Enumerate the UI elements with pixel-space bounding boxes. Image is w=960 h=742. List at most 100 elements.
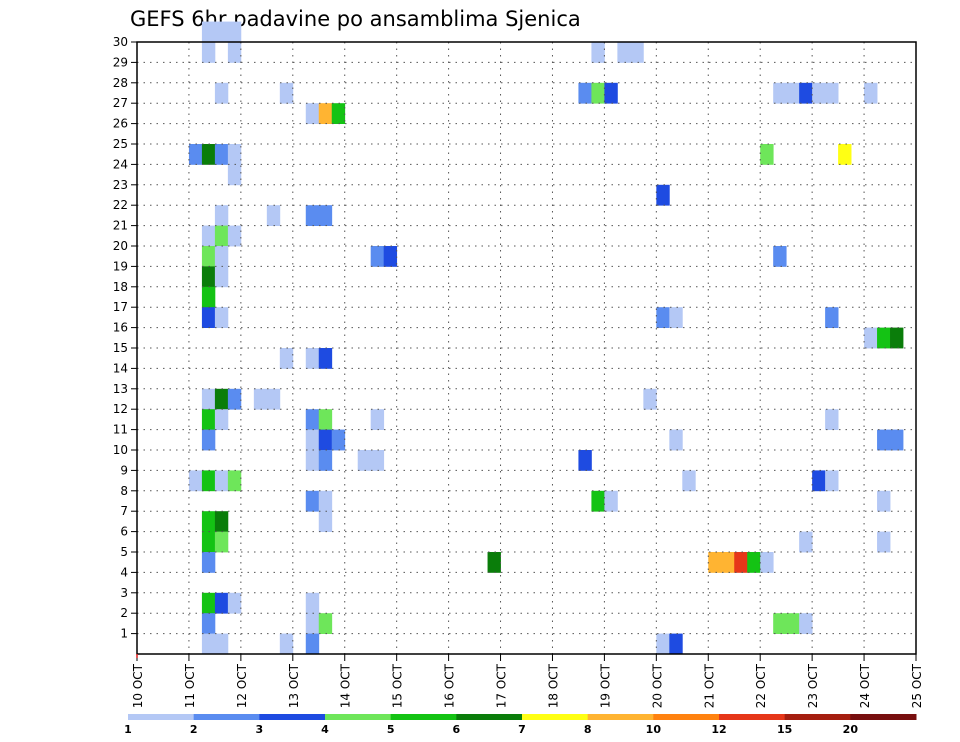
heatmap-cell [227,42,242,63]
colorbar-label: 4 [321,723,329,736]
x-tick-label: 10 OCT [131,663,145,708]
heatmap-cell [760,144,774,165]
heatmap-cell [383,246,398,267]
x-tick-label: 13 OCT [287,663,301,708]
heatmap-cell [227,21,242,43]
colorbar-swatch [325,714,392,720]
heatmap-cell [214,144,229,165]
heatmap-cell [201,307,216,328]
heatmap-cells [188,21,904,655]
heatmap-cell [799,82,813,104]
y-tick-label: 29 [113,55,128,69]
heatmap-cell [201,42,216,63]
heatmap-cell [799,531,813,553]
heatmap-cell [201,266,216,288]
heatmap-cell [864,327,878,349]
heatmap-cell [825,409,839,430]
heatmap-cell [305,633,320,655]
colorbar-label: 2 [190,723,198,736]
y-tick-label: 22 [113,198,128,212]
heatmap-cell [214,82,229,104]
heatmap-cell [799,613,813,634]
heatmap-cell [669,429,683,451]
x-tick-label: 14 OCT [339,663,353,708]
heatmap-cell [604,490,618,512]
y-tick-label: 20 [113,239,128,253]
colorbar-label: 12 [711,723,726,736]
x-tick-label: 22 OCT [754,663,768,708]
heatmap-cell [305,205,320,226]
colorbar-label: 15 [777,723,792,736]
heatmap-cell [214,409,229,430]
heatmap-cell [721,552,735,573]
heatmap-cell [305,348,320,369]
heatmap-cell [227,592,242,614]
heatmap-cell [656,307,670,328]
heatmap-cell [370,246,385,267]
heatmap-cell [214,470,229,492]
heatmap-cell [747,552,761,573]
heatmap-cell [227,470,242,492]
heatmap-cell [760,552,774,573]
colorbar-swatch [587,714,654,720]
x-tick-label: 23 OCT [806,663,820,708]
heatmap-cell [214,225,229,247]
y-tick-label: 7 [120,504,128,518]
heatmap-cell [279,348,294,369]
x-tick-label: 15 OCT [391,663,405,708]
heatmap-cell [591,490,605,512]
heatmap-cell [214,531,229,553]
y-tick-label: 19 [113,259,128,273]
heatmap-cell [318,450,333,471]
y-tick-label: 28 [113,76,128,90]
heatmap-cell [214,633,229,655]
y-tick-label: 15 [113,341,128,355]
colorbar-label: 10 [646,723,662,736]
heatmap-cell [331,429,346,451]
heatmap-cell [825,82,839,104]
heatmap-cell [669,307,683,328]
heatmap-cell [812,470,826,492]
x-tick-label: 11 OCT [183,663,197,708]
y-tick-label: 6 [120,525,128,539]
heatmap-cell [825,470,839,492]
colorbar-label: 5 [387,723,395,736]
heatmap-cell [318,511,333,532]
heatmap-cell [305,409,320,430]
heatmap-cell [773,246,787,267]
x-tick-label: 19 OCT [598,663,612,708]
heatmap-cell [617,42,631,63]
colorbar-label: 8 [584,723,592,736]
y-tick-label: 17 [113,300,128,314]
grid-lines [137,42,916,654]
heatmap-cell [890,429,904,451]
colorbar-swatch [653,714,720,720]
colorbar-swatch [128,714,195,720]
heatmap-cell [201,21,216,43]
heatmap-cell [201,470,216,492]
colorbar-label: 7 [518,723,526,736]
heatmap-cell [786,613,800,634]
heatmap-cell [305,490,320,512]
heatmap-cell [838,144,852,165]
heatmap-cell [604,82,618,104]
heatmap-cell [201,633,216,655]
y-tick-label: 3 [120,586,128,600]
y-axis: 1234567891011121314151617181920212223242… [113,35,137,641]
y-tick-label: 10 [113,443,128,457]
heatmap-cell [318,429,333,451]
heatmap-cell [227,388,242,410]
y-tick-label: 14 [113,361,128,375]
y-tick-label: 1 [120,627,128,641]
x-tick-label: 18 OCT [546,663,560,708]
x-tick-label: 25 OCT [910,663,924,708]
x-axis: 10 OCT 11 OCT 12 OCT 13 OCT 14 OCT 15 OCT 16 O… [131,654,924,708]
heatmap-cell [279,633,294,655]
heatmap-cell [201,511,216,532]
heatmap-cell [825,307,839,328]
y-tick-label: 25 [113,137,128,151]
y-tick-label: 12 [113,402,128,416]
colorbar-swatch [522,714,589,720]
heatmap-cell [227,225,242,247]
heatmap-cell [877,327,891,349]
